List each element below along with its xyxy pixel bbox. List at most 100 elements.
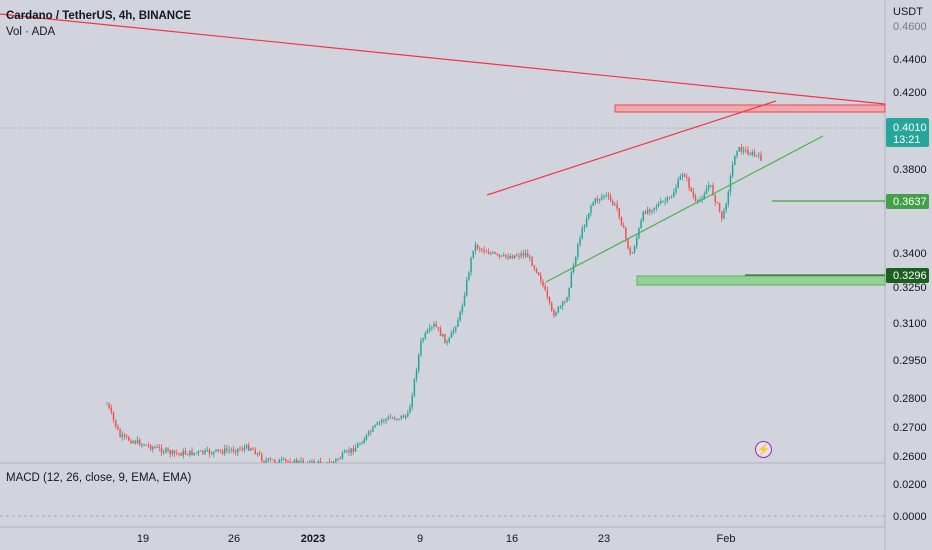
price-tick: 0.3800 [893,164,927,176]
candle-body [256,453,259,455]
candle-body [311,460,313,463]
candle-body [213,451,215,454]
candle-body [171,450,174,455]
candle-body [402,415,405,418]
candle-body [237,448,239,453]
candle-body [208,449,211,454]
candle-body [380,420,383,423]
candle-body [714,195,716,203]
candle-body [592,202,594,206]
level-badge-2 [886,268,929,283]
candle-body [289,461,291,463]
candle-body [417,354,420,371]
candle-body [598,199,601,201]
candle-body [241,449,243,450]
candle-body [540,275,542,282]
support-zone[interactable] [636,275,886,286]
time-tick: Feb [717,533,736,545]
candle-body [481,249,483,251]
candle-body [694,196,697,201]
candle-body [494,252,496,254]
candle-body [130,440,132,444]
candle-body [108,404,110,408]
candle-body [189,450,191,456]
wedge-upper-line[interactable] [486,100,777,196]
candle-body [646,209,649,214]
candle-body [383,420,385,421]
candle-body [716,202,719,204]
candle-body [603,195,605,197]
currency-label: USDT [893,6,923,18]
candle-body [465,279,468,296]
candle-body [509,256,512,259]
candle-body [526,253,529,258]
candle-body [548,297,551,303]
resistance-zone[interactable] [614,104,886,113]
candle-body [176,453,178,454]
level-value-2: 0.3296 [893,270,927,282]
candle-body [535,268,538,273]
candle-body [561,301,564,307]
candle-body [707,185,710,190]
candle-body [132,441,134,444]
candle-body [119,429,121,437]
candle-body [673,192,675,198]
candle-body [400,415,403,419]
candle-body [394,418,396,420]
candle-body [529,257,531,258]
candle-body [352,448,355,452]
candle-body [496,253,498,255]
candle-body [210,453,213,455]
candle-body [566,297,568,302]
candle-body [625,227,627,239]
candle-body [428,327,431,331]
lightning-icon[interactable]: ⚡ [755,441,772,458]
candle-body [662,201,664,202]
candle-body [729,175,732,192]
descending-trendline[interactable] [0,13,886,105]
candle-body [145,444,147,446]
candle-body [588,213,590,219]
candle-body [280,459,283,461]
candle-body [635,237,638,247]
macd-legend[interactable]: MACD (12, 26, close, 9, EMA, EMA) [6,472,192,484]
candle-body [263,460,265,463]
candle-body [723,210,725,219]
candle-body [346,450,348,452]
price-tick: 0.3400 [893,248,927,260]
time-axis[interactable]: 19 26 2023 9 16 23 Feb [137,533,736,545]
candle-body [223,448,226,454]
candle-body [557,306,560,313]
candle-body [239,448,241,450]
price-axis[interactable]: USDT 0.4600 0.4400 0.4200 0.3800 0.3400 … [893,6,927,523]
candle-body [335,458,337,462]
candle-body [450,332,453,338]
candle-body [620,217,623,226]
candle-body [374,424,376,427]
candle-body [659,201,662,204]
macd-tick: 0.0000 [893,511,927,523]
candle-body [581,227,583,239]
level-value-1: 0.3637 [893,196,927,208]
candle-body [550,302,553,311]
candle-body [627,238,629,249]
candle-body [677,179,679,188]
volume-label[interactable]: Vol · ADA [6,26,56,38]
candle-body [431,326,433,328]
candle-body [594,198,597,203]
candle-body [712,184,714,196]
candle-body [457,320,459,327]
candle-body [141,444,143,446]
candle-body [396,418,398,420]
candle-body [559,306,562,308]
candle-body [426,330,429,334]
candle-body [631,252,634,254]
candle-body [147,444,150,446]
symbol-title[interactable]: Cardano / TetherUS, 4h, BINANCE [6,10,192,22]
candle-body [341,452,344,459]
candle-body [167,448,169,451]
wedge-lower-line[interactable] [545,135,824,283]
candle-body [424,333,427,339]
candle-body [404,416,407,418]
